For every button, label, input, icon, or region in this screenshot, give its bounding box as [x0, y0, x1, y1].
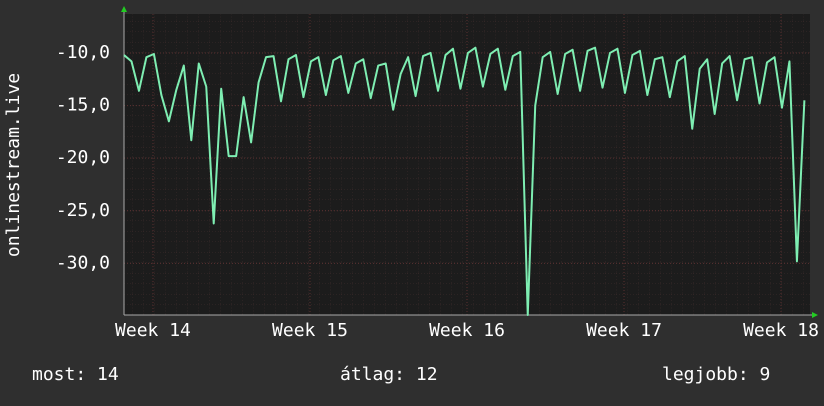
stat: legjobb: 9 [662, 364, 770, 385]
stat-value: 14 [97, 364, 119, 385]
x-tick-label: Week 14 [115, 320, 191, 341]
stat: átlag: 12 [340, 364, 438, 385]
y-tick-label: -15,0 [56, 95, 110, 116]
y-tick-label: -25,0 [56, 200, 110, 221]
y-axis-arrow [121, 6, 127, 12]
y-tick-label: -30,0 [56, 252, 110, 273]
y-axis-label: onlinestream.live [3, 73, 24, 257]
x-tick-label: Week 17 [586, 320, 662, 341]
y-tick-label: -20,0 [56, 147, 110, 168]
x-axis-arrow [812, 312, 818, 318]
stat-label: átlag: [340, 364, 405, 385]
x-tick-label: Week 16 [429, 320, 505, 341]
stat-value: 9 [760, 364, 771, 385]
data-line [123, 46, 806, 316]
stat-label: legjobb: [662, 364, 749, 385]
stat-label: most: [32, 364, 86, 385]
stat-value: 12 [416, 364, 438, 385]
x-tick-label: Week 18 [743, 320, 819, 341]
stat: most: 14 [32, 364, 119, 385]
x-tick-label: Week 15 [272, 320, 348, 341]
y-tick-label: -10,0 [56, 42, 110, 63]
